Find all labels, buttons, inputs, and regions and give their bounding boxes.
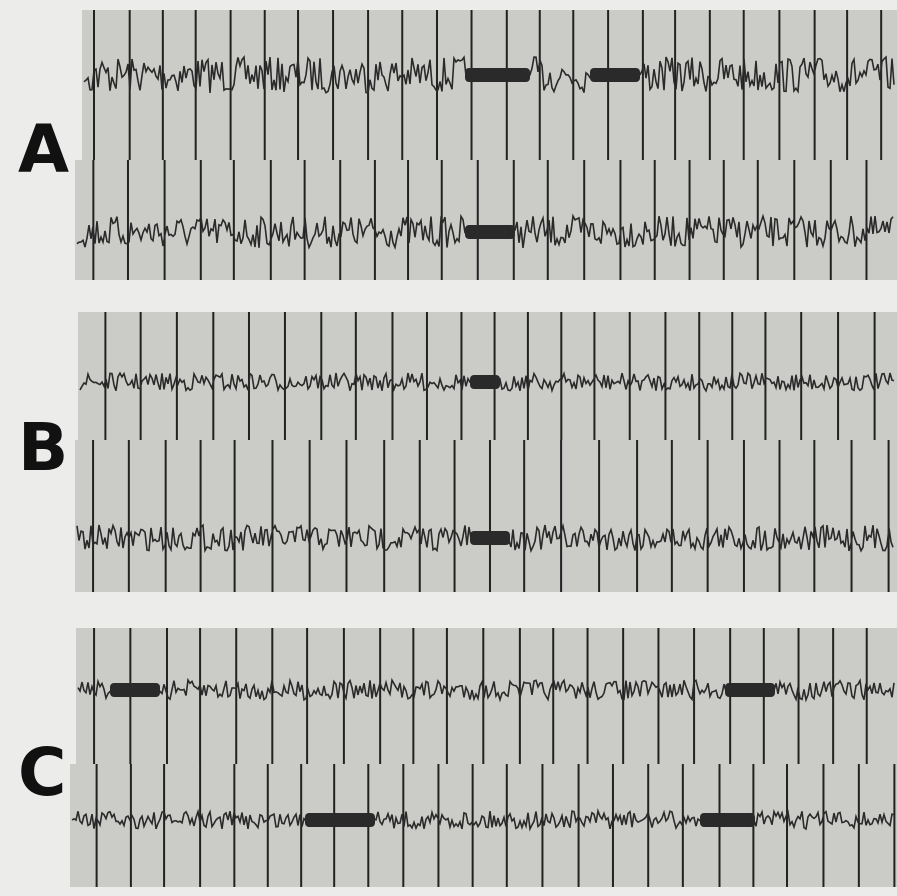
- recording-strip: [75, 160, 897, 280]
- trace-burst: [465, 68, 530, 82]
- trace-burst: [470, 375, 500, 389]
- recording-strip: [75, 440, 897, 592]
- recording-strip: [76, 628, 897, 770]
- panel-label: B: [18, 409, 68, 486]
- trace-burst: [305, 813, 375, 827]
- trace-burst: [590, 68, 640, 82]
- trace-burst: [470, 531, 510, 545]
- trace-burst: [700, 813, 755, 827]
- trace-burst: [725, 683, 775, 697]
- recording-strip: [82, 10, 897, 165]
- panel-label: C: [18, 734, 66, 811]
- panel-label: A: [18, 111, 69, 188]
- eeg-trace: [71, 807, 895, 832]
- recording-strip: [70, 764, 897, 887]
- strips: [70, 10, 897, 887]
- trace-burst: [465, 225, 515, 239]
- trace-burst: [110, 683, 160, 697]
